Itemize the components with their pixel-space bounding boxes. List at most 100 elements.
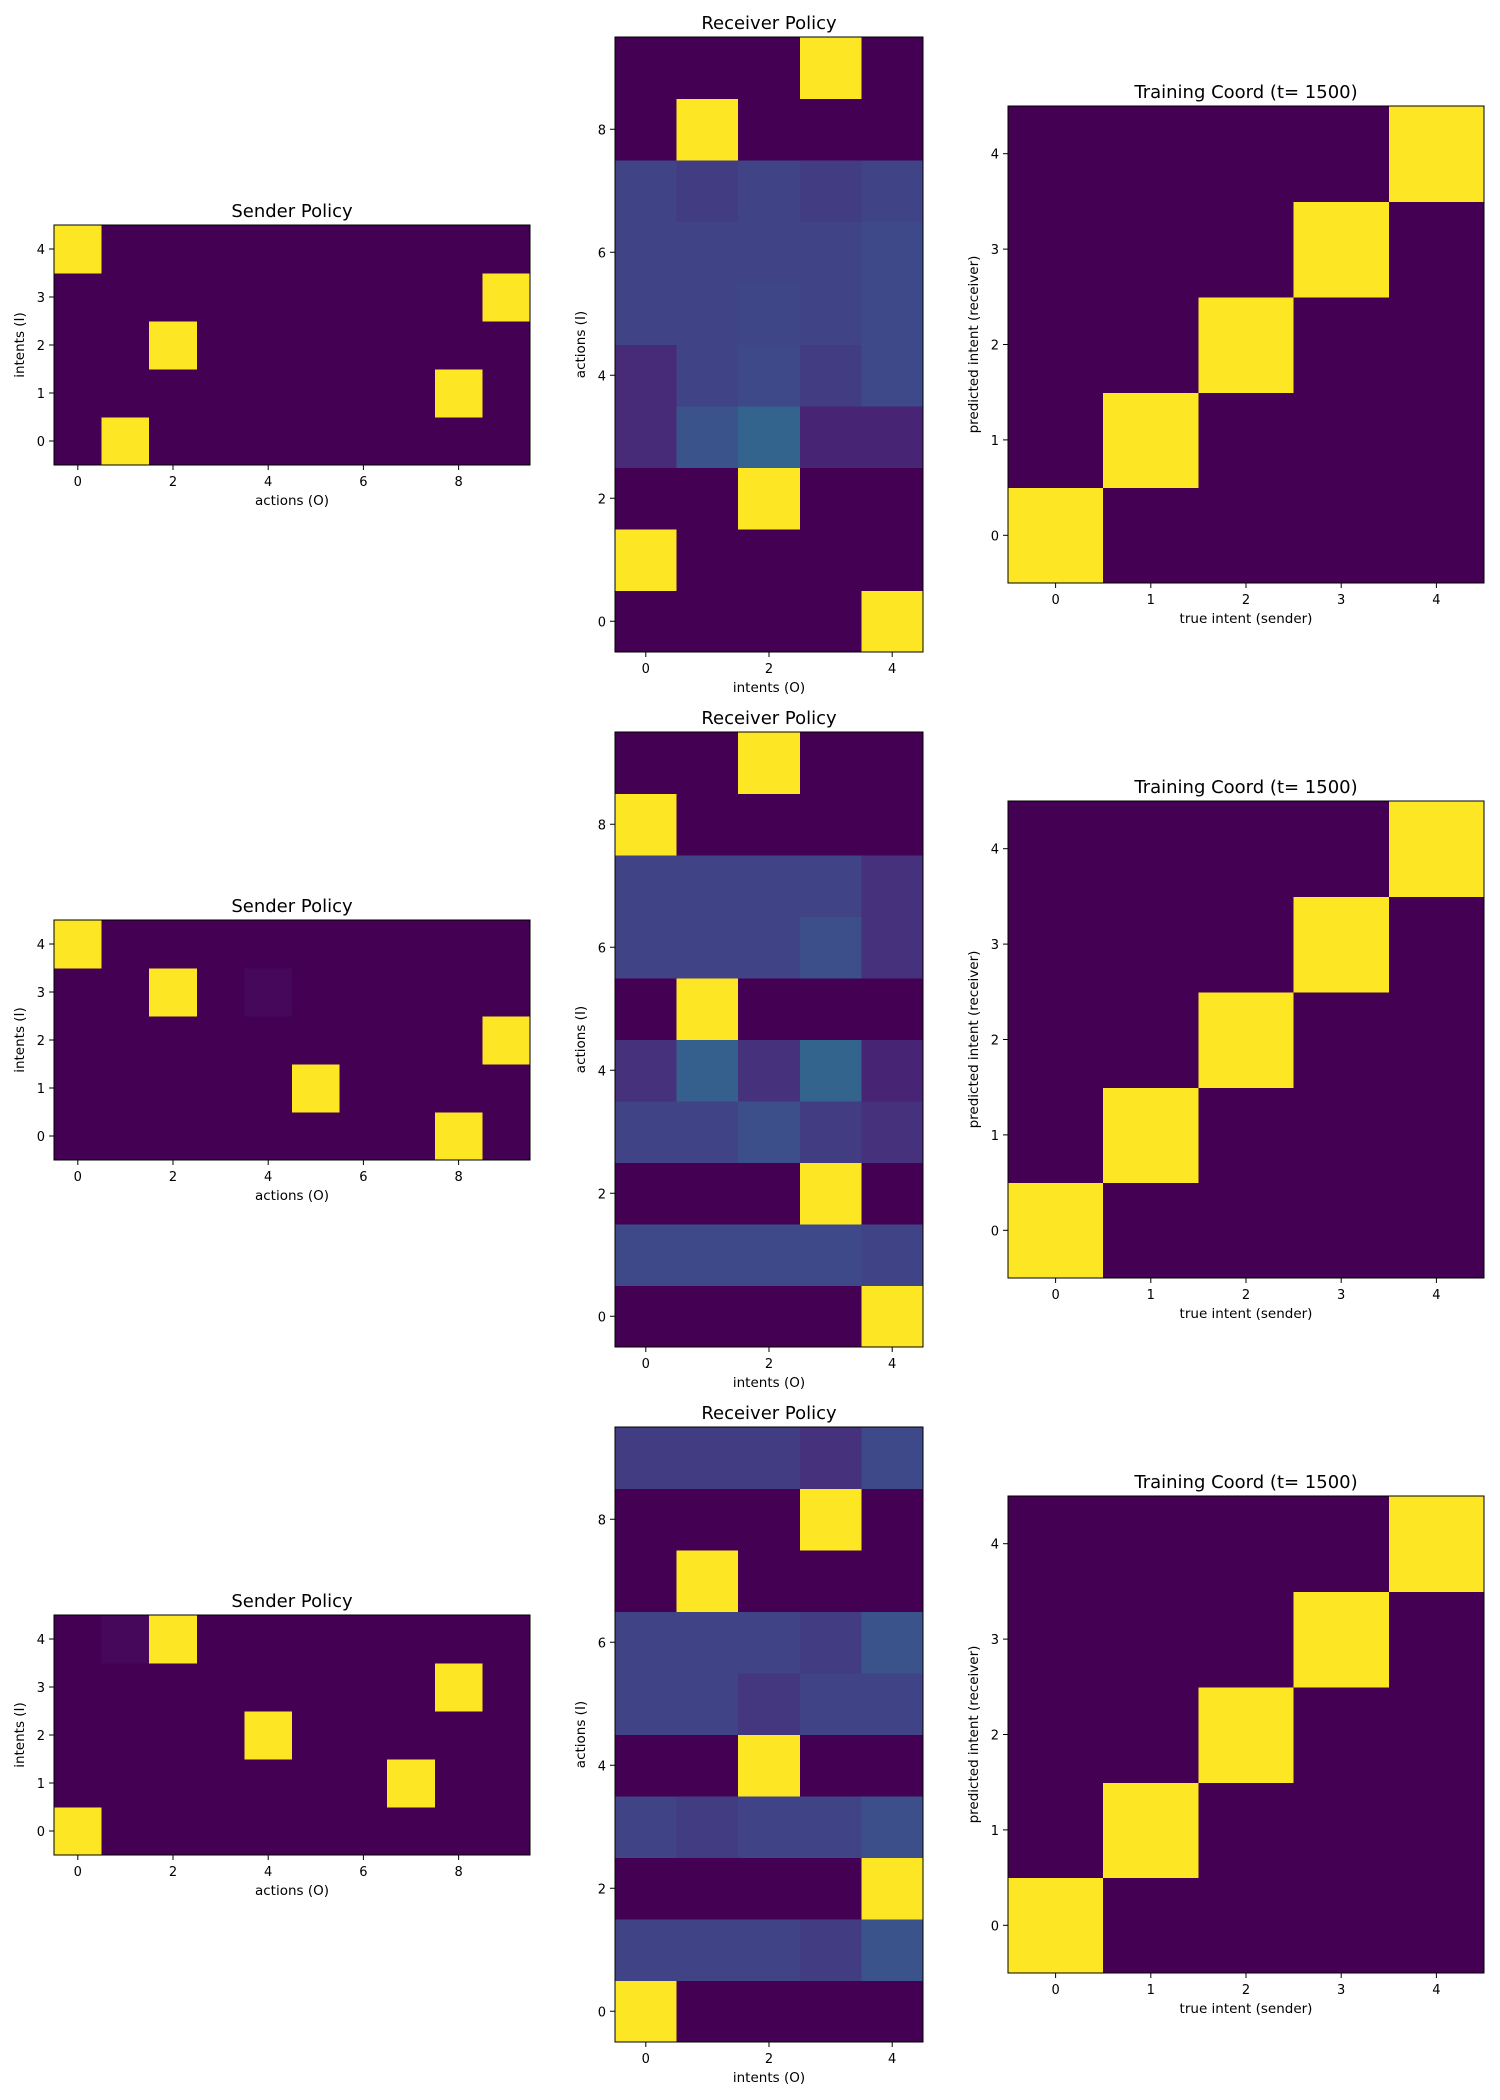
row3-receiver-cell bbox=[861, 1857, 924, 1920]
row3-coord-xtick-label: 3 bbox=[1337, 1983, 1345, 1998]
row2-sender-cell bbox=[339, 1112, 388, 1161]
row1-receiver-cell bbox=[738, 529, 801, 592]
row2-receiver-ytick-label: 0 bbox=[598, 1310, 606, 1325]
row3-coord-panel: 0 1 2 3 4 0 1 2 3 4 Training Coord (t= 1500) true i… bbox=[966, 1472, 1485, 2017]
row1-coord-cell bbox=[1103, 296, 1199, 393]
row2-sender-cell bbox=[101, 1112, 150, 1161]
row2-sender-title: Sender Policy bbox=[231, 896, 353, 917]
row1-receiver-ytick-label: 8 bbox=[598, 123, 606, 138]
row1-sender-cell bbox=[149, 273, 198, 322]
row1-coord-xtick-label: 0 bbox=[1051, 593, 1059, 608]
row1-sender-cell bbox=[149, 321, 198, 370]
row3-sender-cell bbox=[292, 1663, 341, 1712]
row1-receiver-panel: 0 2 4 0 2 4 6 8 Receiver Policy intents (O) action… bbox=[573, 13, 924, 696]
row1-sender-xtick-label: 2 bbox=[169, 475, 177, 490]
row3-sender-xtick-label: 4 bbox=[264, 1865, 272, 1880]
row1-receiver-cell bbox=[676, 529, 739, 592]
row3-receiver-cell bbox=[799, 1919, 862, 1982]
row3-sender-xtick-label: 6 bbox=[359, 1865, 367, 1880]
row3-coord-xtick-label: 0 bbox=[1051, 1983, 1059, 1998]
row1-receiver-cell bbox=[676, 283, 739, 346]
row3-sender-cell bbox=[292, 1807, 341, 1856]
row2-coord-cell bbox=[1293, 991, 1390, 1088]
row3-coord-cell bbox=[1198, 1496, 1295, 1592]
row3-sender-cell bbox=[387, 1759, 436, 1808]
row3-receiver-ytick-label: 8 bbox=[598, 1513, 606, 1528]
row1-receiver-cell bbox=[738, 467, 801, 530]
row2-sender-xtick-label: 8 bbox=[454, 1170, 462, 1185]
row1-receiver-cell bbox=[861, 98, 924, 161]
row3-sender-cell bbox=[196, 1615, 245, 1664]
row1-sender-ylabel: intents (I) bbox=[12, 312, 28, 378]
row3-coord-ytick-label: 0 bbox=[991, 1919, 999, 1934]
row1-receiver-cell bbox=[615, 467, 678, 530]
row3-receiver-cell bbox=[615, 1734, 678, 1797]
row1-sender-xtick-label: 6 bbox=[359, 475, 367, 490]
row2-receiver-cell bbox=[615, 1224, 678, 1287]
row3-coord-ytick-label: 2 bbox=[991, 1729, 999, 1744]
row2-sender-cell bbox=[482, 920, 531, 969]
row2-receiver-cell bbox=[615, 1101, 678, 1164]
row1-coord-cell bbox=[1198, 296, 1295, 393]
row3-coord-xtick-label: 4 bbox=[1432, 1983, 1440, 1998]
row3-sender-ytick-label: 1 bbox=[37, 1777, 45, 1792]
row2-receiver-ytick-label: 8 bbox=[598, 818, 606, 833]
row2-coord-ylabel: predicted intent (receiver) bbox=[966, 951, 982, 1129]
row1-sender-cell bbox=[434, 321, 483, 370]
row2-coord-cell bbox=[1198, 1182, 1295, 1279]
row1-receiver-cell bbox=[676, 406, 739, 469]
row1-receiver-cell bbox=[615, 37, 678, 100]
row1-sender-cell bbox=[339, 225, 388, 274]
row1-receiver-xtick-label: 2 bbox=[765, 662, 773, 677]
row1-receiver-cell bbox=[799, 467, 862, 530]
row1-sender-cell bbox=[339, 321, 388, 370]
row1-sender-panel: 0 2 4 6 8 0 1 2 3 4 Sender Policy actions (O) intent… bbox=[12, 201, 531, 509]
row2-coord-cell bbox=[1008, 991, 1104, 1088]
row2-sender-cell bbox=[339, 1016, 388, 1065]
row1-receiver-cell bbox=[861, 160, 924, 223]
row1-coord-cell bbox=[1103, 392, 1199, 489]
row2-sender-cell bbox=[434, 968, 483, 1017]
row3-coord-cell bbox=[1008, 1591, 1104, 1688]
row2-sender-cell bbox=[149, 1112, 198, 1161]
row2-sender-cell bbox=[434, 1016, 483, 1065]
row2-sender-cell bbox=[339, 968, 388, 1017]
row1-sender-cell bbox=[482, 417, 531, 466]
row2-coord-xtick-label: 4 bbox=[1432, 1288, 1440, 1303]
row1-sender-cell bbox=[339, 273, 388, 322]
row1-sender-cell bbox=[387, 369, 436, 418]
row1-coord-cell bbox=[1008, 487, 1104, 584]
row2-coord-cell bbox=[1008, 1182, 1104, 1279]
row1-sender-cell bbox=[101, 417, 150, 466]
row2-receiver-ylabel: actions (I) bbox=[573, 1006, 589, 1073]
row2-sender-cell bbox=[101, 920, 150, 969]
row3-sender-cell bbox=[387, 1663, 436, 1712]
row3-receiver-cell bbox=[799, 1734, 862, 1797]
row3-coord-cell bbox=[1103, 1877, 1199, 1974]
row1-sender-cell bbox=[339, 417, 388, 466]
row2-coord-cell bbox=[1293, 1087, 1390, 1184]
row2-coord-cell bbox=[1198, 896, 1295, 993]
row1-sender-cell bbox=[387, 273, 436, 322]
row2-sender-cell bbox=[434, 920, 483, 969]
row1-receiver-cell bbox=[799, 344, 862, 407]
row2-sender-ylabel: intents (I) bbox=[12, 1007, 28, 1073]
row2-coord-cell bbox=[1388, 1087, 1485, 1184]
row3-coord-cell bbox=[1388, 1686, 1485, 1783]
row1-sender-cell bbox=[482, 321, 531, 370]
row2-sender-cell bbox=[482, 1064, 531, 1113]
row2-receiver-cell bbox=[676, 855, 739, 918]
row2-sender-cell bbox=[387, 968, 436, 1017]
row2-sender-cell bbox=[292, 1016, 341, 1065]
row2-receiver-cell bbox=[615, 855, 678, 918]
row1-receiver-cell bbox=[615, 98, 678, 161]
row1-receiver-cell bbox=[676, 344, 739, 407]
row1-receiver-cell bbox=[799, 590, 862, 653]
row3-sender-cell bbox=[196, 1807, 245, 1856]
row3-receiver-ytick-label: 4 bbox=[598, 1759, 606, 1774]
row2-sender-cell bbox=[244, 1016, 293, 1065]
row3-receiver-xtick-label: 4 bbox=[888, 2052, 896, 2067]
row1-coord-ytick-label: 2 bbox=[991, 339, 999, 354]
row3-receiver-cell bbox=[738, 1550, 801, 1613]
row1-coord-xtick-label: 1 bbox=[1147, 593, 1155, 608]
